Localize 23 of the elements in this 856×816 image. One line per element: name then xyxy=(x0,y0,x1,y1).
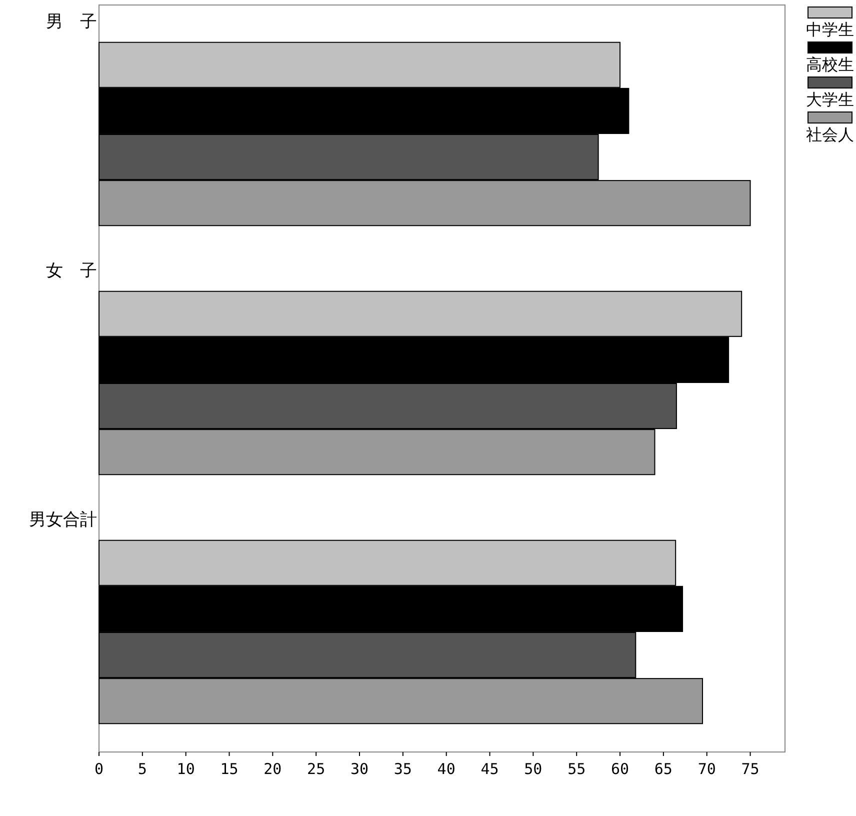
x-tick-label: 10 xyxy=(176,760,195,778)
y-tick-label: 男 子 xyxy=(46,12,97,32)
x-tick-label: 25 xyxy=(307,760,326,778)
x-tick-label: 0 xyxy=(94,760,104,778)
x-tick-label: 30 xyxy=(350,760,369,778)
x-tick-label: 60 xyxy=(610,760,630,778)
y-tick-label: 男女合計 xyxy=(29,510,97,530)
x-tick-label: 35 xyxy=(394,760,412,778)
x-tick-label: 20 xyxy=(264,760,282,778)
legend-label: 高校生 xyxy=(806,55,854,74)
x-tick-label: 65 xyxy=(654,760,672,778)
x-tick-label: 70 xyxy=(698,760,716,778)
x-tick-label: 45 xyxy=(480,760,499,778)
x-tick-label: 75 xyxy=(741,760,760,778)
x-tick-label: 55 xyxy=(568,760,586,778)
legend-label: 社会人 xyxy=(806,125,854,144)
x-tick-label: 5 xyxy=(138,760,147,778)
x-tick-label: 50 xyxy=(524,760,542,778)
x-tick-label: 40 xyxy=(437,760,456,778)
legend-label: 中学生 xyxy=(806,20,854,39)
x-tick-label: 15 xyxy=(220,760,238,778)
y-tick-label: 女 子 xyxy=(46,261,97,281)
legend-label: 大学生 xyxy=(806,90,854,109)
